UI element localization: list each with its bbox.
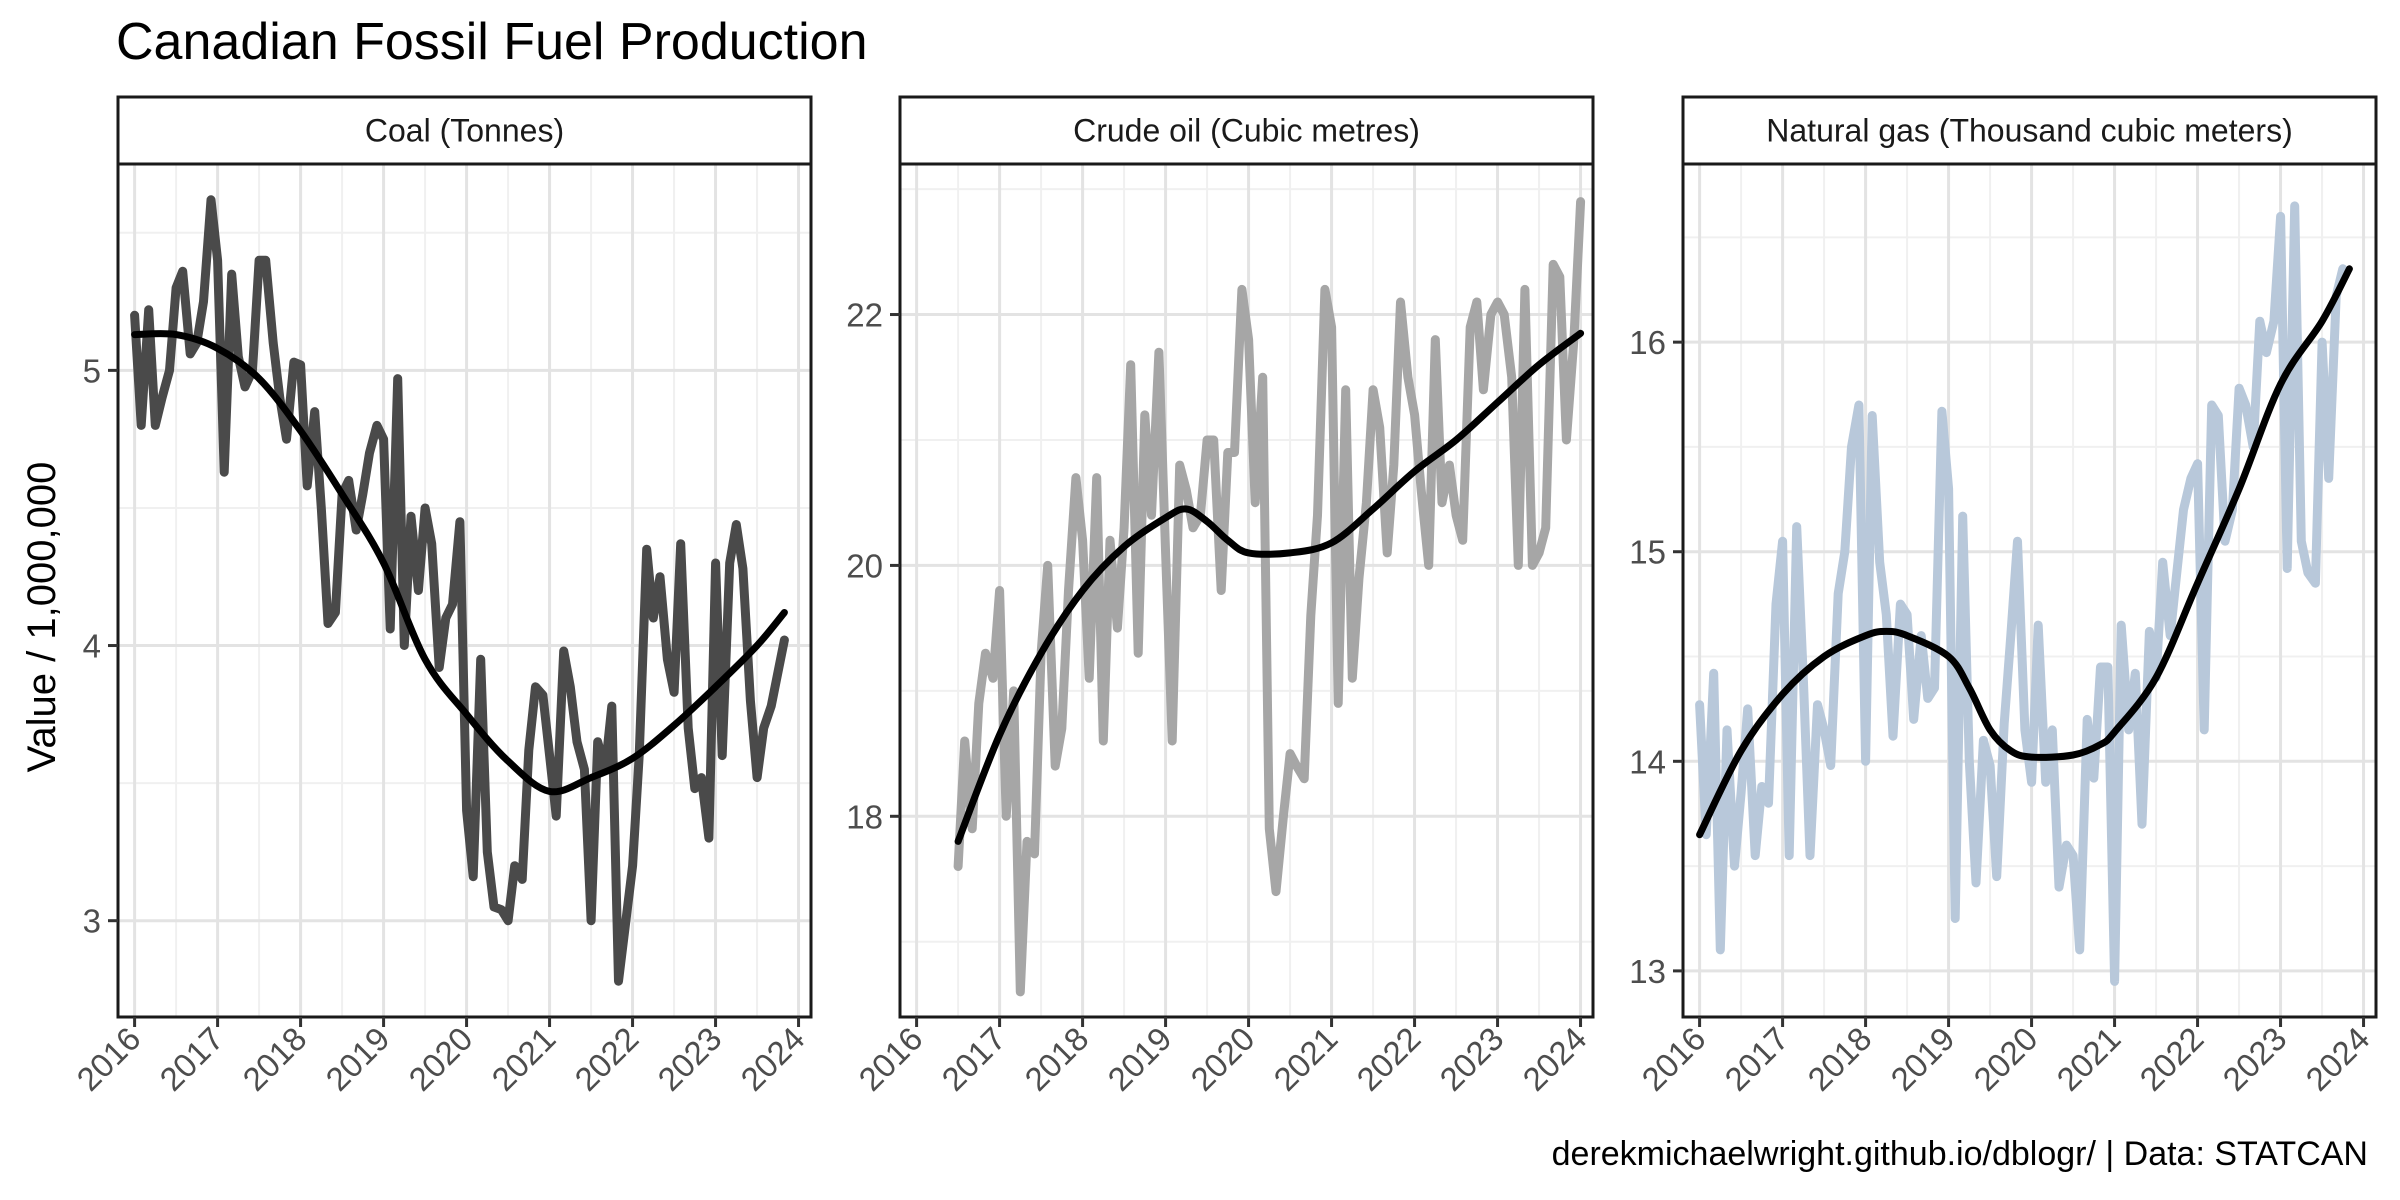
panel-1: Coal (Tonnes) 3 4 5 2016 2017 2018 2019 2020 2021… bbox=[69, 95, 813, 1098]
x-tick-label: 2019 bbox=[318, 1020, 396, 1098]
x-tick-label: 2019 bbox=[1100, 1020, 1178, 1098]
x-tick-label: 2016 bbox=[851, 1020, 929, 1098]
x-tick-label: 2023 bbox=[1432, 1020, 1510, 1098]
x-tick-label: 2016 bbox=[1634, 1020, 1712, 1098]
x-tick-label: 2020 bbox=[1966, 1020, 2044, 1098]
x-tick-label: 2024 bbox=[2298, 1020, 2376, 1098]
y-tick-label: 13 bbox=[1629, 953, 1666, 990]
x-tick-label: 2023 bbox=[2215, 1020, 2293, 1098]
data-series-line bbox=[953, 197, 1586, 997]
x-tick-label: 2018 bbox=[1017, 1020, 1095, 1098]
y-tick-label: 5 bbox=[83, 352, 101, 389]
y-tick-label: 3 bbox=[83, 903, 101, 940]
panel-border bbox=[1681, 162, 2378, 1019]
x-tick-label: 2024 bbox=[733, 1020, 811, 1098]
x-tick-label: 2022 bbox=[2132, 1020, 2210, 1098]
smooth-trend-line bbox=[131, 330, 788, 796]
smooth-trend-line bbox=[954, 329, 1585, 845]
y-tick-label: 15 bbox=[1629, 534, 1666, 571]
x-tick-label: 2021 bbox=[484, 1020, 562, 1098]
facet-strip bbox=[898, 95, 1595, 166]
x-tick-label: 2018 bbox=[235, 1020, 313, 1098]
x-tick-label: 2016 bbox=[69, 1020, 147, 1098]
y-tick-label: 22 bbox=[846, 297, 883, 334]
x-tick-label: 2022 bbox=[1349, 1020, 1427, 1098]
x-tick-label: 2022 bbox=[567, 1020, 645, 1098]
smooth-trend-line bbox=[1696, 265, 2353, 839]
panel-3: Natural gas (Thousand cubic meters) 13 14 1… bbox=[1629, 95, 2378, 1098]
x-tick-label: 2020 bbox=[401, 1020, 479, 1098]
facet-strip bbox=[1681, 95, 2378, 166]
facet-label: Coal (Tonnes) bbox=[365, 113, 564, 149]
x-tick-label: 2024 bbox=[1515, 1020, 1593, 1098]
data-series-line bbox=[130, 195, 789, 986]
x-tick-label: 2021 bbox=[2049, 1020, 2127, 1098]
x-tick-label: 2017 bbox=[1717, 1020, 1795, 1098]
x-tick-label: 2017 bbox=[152, 1020, 230, 1098]
x-tick-label: 2017 bbox=[934, 1020, 1012, 1098]
panel-border bbox=[898, 162, 1595, 1019]
x-tick-label: 2023 bbox=[650, 1020, 728, 1098]
panel-border bbox=[116, 162, 813, 1019]
x-tick-label: 2018 bbox=[1800, 1020, 1878, 1098]
chart-caption: derekmichaelwright.github.io/dblogr/ | D… bbox=[1551, 1135, 2368, 1173]
facet-strip bbox=[116, 95, 813, 166]
y-tick-label: 18 bbox=[846, 798, 883, 835]
facet-label: Natural gas (Thousand cubic meters) bbox=[1766, 113, 2292, 149]
y-tick-label: 20 bbox=[846, 547, 883, 584]
y-tick-label: 4 bbox=[83, 628, 101, 665]
y-axis-label: Value / 1,000,000 bbox=[20, 462, 64, 773]
y-tick-label: 16 bbox=[1629, 324, 1666, 361]
x-tick-label: 2021 bbox=[1266, 1020, 1344, 1098]
chart-title: Canadian Fossil Fuel Production bbox=[116, 13, 868, 71]
x-tick-label: 2019 bbox=[1883, 1020, 1961, 1098]
data-series-line bbox=[1695, 201, 2348, 986]
facet-label: Crude oil (Cubic metres) bbox=[1073, 113, 1420, 149]
y-tick-label: 14 bbox=[1629, 743, 1666, 780]
x-tick-label: 2020 bbox=[1183, 1020, 1261, 1098]
